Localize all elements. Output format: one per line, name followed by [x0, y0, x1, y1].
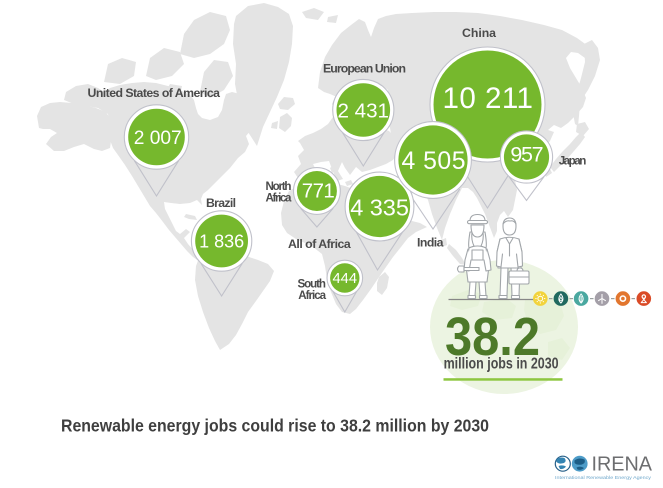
- svg-text:India: India: [417, 235, 444, 249]
- svg-text:Brazil: Brazil: [206, 196, 236, 210]
- svg-text:Renewable energy jobs could ri: Renewable energy jobs could rise to 38.2…: [61, 416, 489, 436]
- svg-text:957: 957: [510, 143, 543, 167]
- svg-text:European Union: European Union: [323, 62, 406, 76]
- svg-text:2 431: 2 431: [338, 99, 390, 122]
- svg-text:10 211: 10 211: [443, 82, 534, 115]
- svg-text:International Renewable Energy: International Renewable Energy Agency: [555, 475, 652, 480]
- svg-text:Africa: Africa: [298, 289, 326, 302]
- svg-text:IRENA: IRENA: [592, 453, 653, 476]
- svg-text:China: China: [462, 26, 496, 40]
- svg-text:1 836: 1 836: [199, 232, 244, 252]
- svg-text:4 505: 4 505: [402, 148, 466, 175]
- svg-text:38.2: 38.2: [445, 307, 540, 367]
- svg-text:million jobs in 2030: million jobs in 2030: [444, 356, 559, 373]
- svg-text:Africa: Africa: [266, 192, 293, 205]
- svg-text:4 335: 4 335: [350, 194, 409, 220]
- svg-text:United States of America: United States of America: [88, 86, 221, 100]
- svg-text:Japan: Japan: [559, 155, 587, 168]
- svg-text:North: North: [266, 180, 292, 193]
- svg-text:2 007: 2 007: [134, 128, 182, 149]
- svg-text:All of Africa: All of Africa: [288, 237, 351, 251]
- svg-text:771: 771: [302, 180, 335, 203]
- svg-text:South: South: [298, 278, 327, 291]
- svg-text:444: 444: [333, 271, 358, 287]
